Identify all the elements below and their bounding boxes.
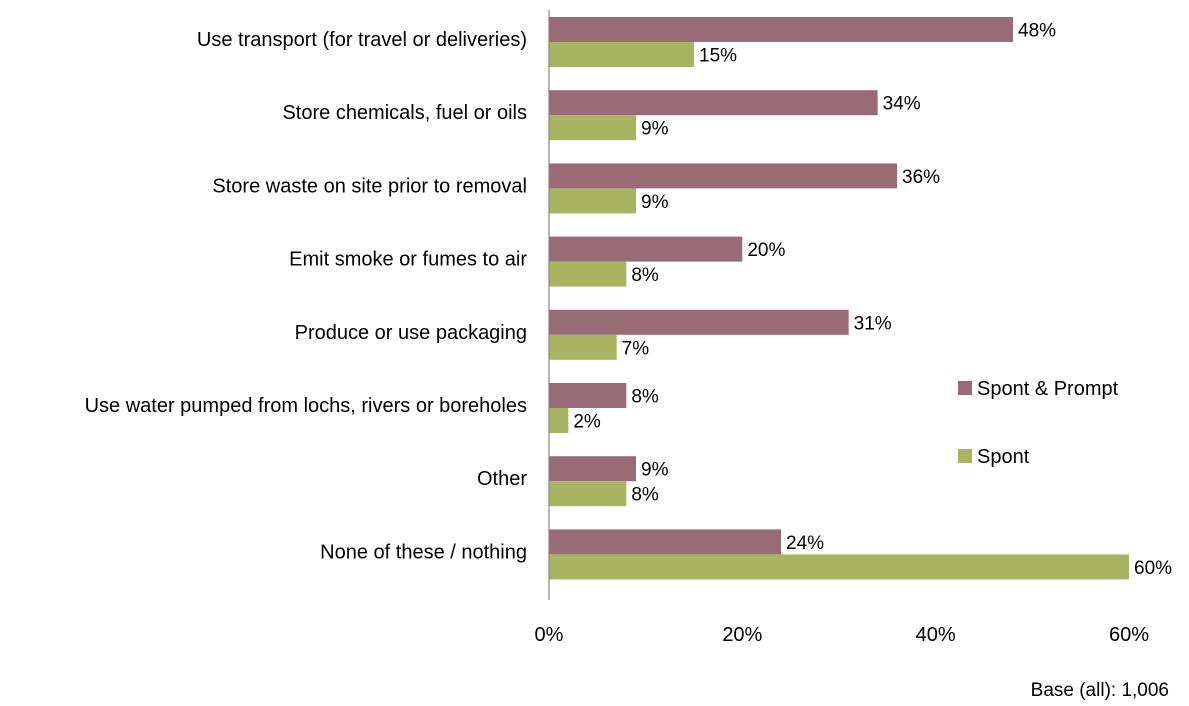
bar: [549, 188, 636, 214]
legend-label: Spont & Prompt: [977, 378, 1119, 400]
bar: [549, 42, 694, 67]
bar: [549, 261, 627, 287]
bar: [549, 408, 569, 433]
value-label: 7%: [622, 338, 650, 359]
value-label: 8%: [631, 387, 659, 408]
value-label: 8%: [631, 485, 659, 506]
legend: Spont & Prompt Spont: [958, 378, 1119, 468]
bar: [549, 115, 636, 141]
value-label: 36%: [902, 167, 940, 188]
bar: [549, 383, 627, 408]
x-tick-label: 0%: [535, 624, 564, 646]
bar: [549, 309, 849, 335]
bar: [549, 334, 617, 360]
category-label: Store chemicals, fuel or oils: [282, 102, 527, 124]
bar: [549, 17, 1013, 42]
base-footnote: Base (all): 1,006: [1030, 680, 1169, 701]
legend-label: Spont: [977, 446, 1030, 468]
x-tick-label: 20%: [722, 624, 762, 646]
bar: [549, 529, 781, 555]
category-label: Store waste on site prior to removal: [212, 175, 527, 197]
bar: [549, 236, 743, 262]
category-label: None of these / nothing: [320, 541, 527, 563]
category-label: Emit smoke or fumes to air: [289, 249, 527, 271]
bar: [549, 90, 878, 116]
value-label: 34%: [883, 94, 921, 115]
category-label: Use transport (for travel or deliveries): [197, 29, 527, 51]
value-label: 2%: [573, 412, 601, 433]
legend-swatch: [958, 381, 972, 395]
category-label: Other: [477, 468, 527, 490]
value-label: 8%: [631, 265, 659, 286]
category-label: Use water pumped from lochs, rivers or b…: [85, 395, 527, 417]
value-label: 24%: [786, 533, 824, 554]
legend-swatch: [958, 449, 972, 463]
x-tick-label: 60%: [1109, 624, 1149, 646]
value-label: 9%: [641, 460, 669, 481]
value-label: 31%: [854, 313, 892, 334]
bar: [549, 554, 1129, 580]
value-label: 15%: [699, 46, 737, 67]
labels-layer: Use transport (for travel or deliveries)…: [85, 21, 1173, 579]
bar: [549, 456, 636, 482]
category-label: Produce or use packaging: [295, 322, 527, 344]
bar: [549, 481, 627, 507]
x-tick-label: 40%: [916, 624, 956, 646]
bars-layer: [549, 17, 1129, 580]
value-label: 20%: [747, 240, 785, 261]
value-label: 48%: [1018, 21, 1056, 42]
value-label: 9%: [641, 119, 669, 140]
x-axis: 0% 20% 40% 60%: [535, 624, 1150, 646]
value-label: 60%: [1134, 558, 1172, 579]
value-label: 9%: [641, 192, 669, 213]
bar: [549, 163, 897, 189]
